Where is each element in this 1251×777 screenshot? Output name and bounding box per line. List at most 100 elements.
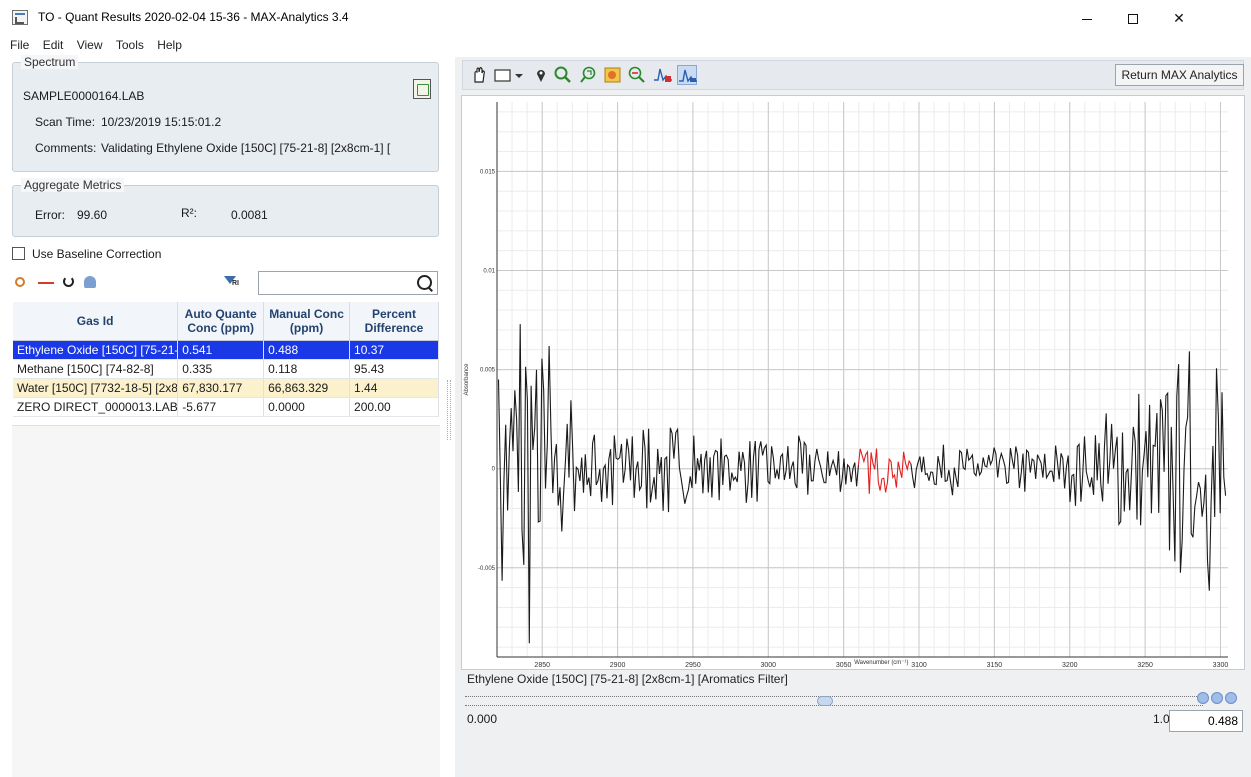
slider-min-label: 0.000: [467, 712, 498, 726]
spin-up-icon[interactable]: [1211, 692, 1223, 704]
y-tick-label: 0.015: [480, 169, 496, 175]
spectrum-red-icon[interactable]: [38, 274, 56, 290]
metrics-legend: Aggregate Metrics: [21, 178, 125, 192]
spin-down-icon[interactable]: [1197, 692, 1209, 704]
x-tick-label: 3100: [911, 662, 927, 669]
peak-red-icon[interactable]: [653, 65, 673, 85]
spin-reset-icon[interactable]: [1225, 692, 1237, 704]
app-icon: [12, 10, 28, 25]
menu-bar: File Edit View Tools Help: [0, 38, 455, 56]
concentration-slider-thumb[interactable]: [817, 696, 834, 706]
spectrum-legend: Spectrum: [21, 55, 79, 69]
x-tick-label: 3200: [1062, 662, 1078, 669]
gas-fit-icon[interactable]: [14, 274, 32, 290]
spectrum-line: [910, 351, 1227, 591]
table-row[interactable]: Water [150C] [7732-18-5] [2x8cm-1] 67,83…: [13, 378, 439, 398]
gas-toolbar: [12, 268, 439, 298]
x-axis-label: Wavenumber (cm⁻¹): [854, 660, 908, 666]
comments-label: Comments:: [35, 141, 97, 155]
x-tick-label: 3000: [761, 662, 777, 669]
highlight-icon[interactable]: [603, 65, 623, 85]
x-tick-label: 3250: [1137, 662, 1153, 669]
baseline-correction-label: Use Baseline Correction: [32, 247, 162, 261]
header-manual-conc[interactable]: Manual Conc (ppm): [263, 302, 351, 341]
y-tick-label: 0.005: [480, 368, 496, 374]
cell-auto-conc: 0.541: [177, 340, 265, 360]
cell-manual-conc[interactable]: 0.118: [263, 359, 351, 379]
table-header-row: Gas Id Auto Quante Conc (ppm) Manual Con…: [13, 302, 439, 341]
cell-auto-conc: 0.335: [177, 359, 265, 379]
cell-auto-conc: -5.677: [177, 397, 265, 417]
zoom-out-icon[interactable]: [627, 65, 647, 85]
table-row[interactable]: ZERO DIRECT_0000013.LAB -5.677 0.0000 20…: [13, 397, 439, 417]
table-empty-area: [12, 425, 440, 777]
x-tick-label: 3050: [836, 662, 852, 669]
comments-value: Validating Ethylene Oxide [150C] [75-21-…: [101, 141, 391, 155]
x-tick-label: 3300: [1213, 662, 1229, 669]
concentration-slider-track[interactable]: [465, 696, 1203, 706]
brush-icon[interactable]: [82, 274, 100, 290]
header-gas-id[interactable]: Gas Id: [13, 302, 179, 341]
scan-time-value: 10/23/2019 15:15:01.2: [101, 115, 222, 129]
r-squared-label: R²:: [181, 206, 197, 220]
cell-gas-id: Ethylene Oxide [150C] [75-21-8]: [13, 340, 179, 360]
x-tick-label: 2950: [685, 662, 701, 669]
search-icon[interactable]: [416, 274, 434, 292]
dropdown-arrow-icon[interactable]: [513, 65, 525, 85]
table-row[interactable]: Ethylene Oxide [150C] [75-21-8] 0.541 0.…: [13, 340, 439, 360]
baseline-correction-checkbox[interactable]: [12, 247, 25, 260]
x-tick-label: 2900: [610, 662, 626, 669]
pane-splitter[interactable]: [444, 56, 454, 777]
peak-blue-icon[interactable]: [677, 65, 697, 85]
spectrum-panel: Spectrum SAMPLE0000164.LAB Scan Time: 10…: [12, 55, 439, 172]
cell-percent-diff: 10.37: [349, 340, 439, 360]
close-button[interactable]: ✕: [1173, 10, 1185, 26]
cell-manual-conc[interactable]: 0.0000: [263, 397, 351, 417]
y-tick-label: 0.01: [483, 268, 495, 274]
return-max-analytics-button[interactable]: Return MAX Analytics: [1115, 64, 1244, 86]
scan-time-label: Scan Time:: [35, 115, 96, 129]
zoom-in-icon[interactable]: [553, 65, 573, 85]
menu-view[interactable]: View: [76, 38, 103, 52]
search-input[interactable]: [258, 271, 438, 295]
cell-manual-conc[interactable]: 0.488: [263, 340, 351, 360]
y-tick-label: 0: [492, 467, 496, 473]
y-tick-label: -0.005: [478, 566, 496, 572]
spectrum-chart-svg: 2850 2900 2950 3000 3050 3100 3150 3200 3250 3300…: [464, 102, 1229, 669]
aggregate-metrics-panel: Aggregate Metrics Error: 99.60 R²: 0.008…: [12, 178, 439, 237]
splitter-grip[interactable]: [447, 380, 451, 440]
header-auto-conc[interactable]: Auto Quante Conc (ppm): [177, 302, 265, 341]
minimize-icon: [1082, 18, 1092, 20]
manual-concentration-panel: Ethylene Oxide [150C] [75-21-8] [2x8cm-1…: [461, 672, 1245, 777]
filter-icon[interactable]: [224, 276, 240, 290]
maximize-icon: [1128, 14, 1138, 25]
cell-manual-conc[interactable]: 66,863.329: [263, 378, 351, 398]
maximize-button[interactable]: [1110, 0, 1156, 36]
cell-gas-id: Methane [150C] [74-82-8]: [13, 359, 179, 379]
y-axis-label: Absorbance: [464, 363, 470, 396]
power-icon[interactable]: [60, 274, 78, 290]
export-spectrum-button[interactable]: [413, 79, 431, 99]
filter-title: Ethylene Oxide [150C] [75-21-8] [2x8cm-1…: [467, 672, 788, 686]
error-label: Error:: [35, 208, 65, 222]
zoom-fit-icon[interactable]: [579, 65, 599, 85]
spectrum-chart[interactable]: 2850 2900 2950 3000 3050 3100 3150 3200 3250 3300…: [461, 95, 1245, 670]
manual-concentration-input[interactable]: [1169, 710, 1243, 732]
select-rect-icon[interactable]: [493, 65, 513, 85]
menu-help[interactable]: Help: [157, 38, 182, 52]
title-bar: TO - Quant Results 2020-02-04 15-36 - MA…: [0, 0, 1251, 36]
gas-results-table: Gas Id Auto Quante Conc (ppm) Manual Con…: [13, 302, 439, 417]
cell-percent-diff: 200.00: [349, 397, 439, 417]
menu-file[interactable]: File: [10, 38, 30, 52]
header-percent-diff[interactable]: Percent Difference: [349, 302, 439, 341]
table-row[interactable]: Methane [150C] [74-82-8] 0.335 0.118 95.…: [13, 359, 439, 379]
sample-name: SAMPLE0000164.LAB: [23, 89, 145, 103]
menu-tools[interactable]: Tools: [115, 38, 144, 52]
pan-hand-icon[interactable]: [469, 65, 489, 85]
minimize-button[interactable]: [1064, 0, 1110, 36]
x-tick-label: 2850: [534, 662, 550, 669]
marker-pin-icon[interactable]: [531, 65, 551, 85]
cell-percent-diff: 1.44: [349, 378, 439, 398]
x-tick-label: 3150: [987, 662, 1003, 669]
menu-edit[interactable]: Edit: [42, 38, 64, 52]
